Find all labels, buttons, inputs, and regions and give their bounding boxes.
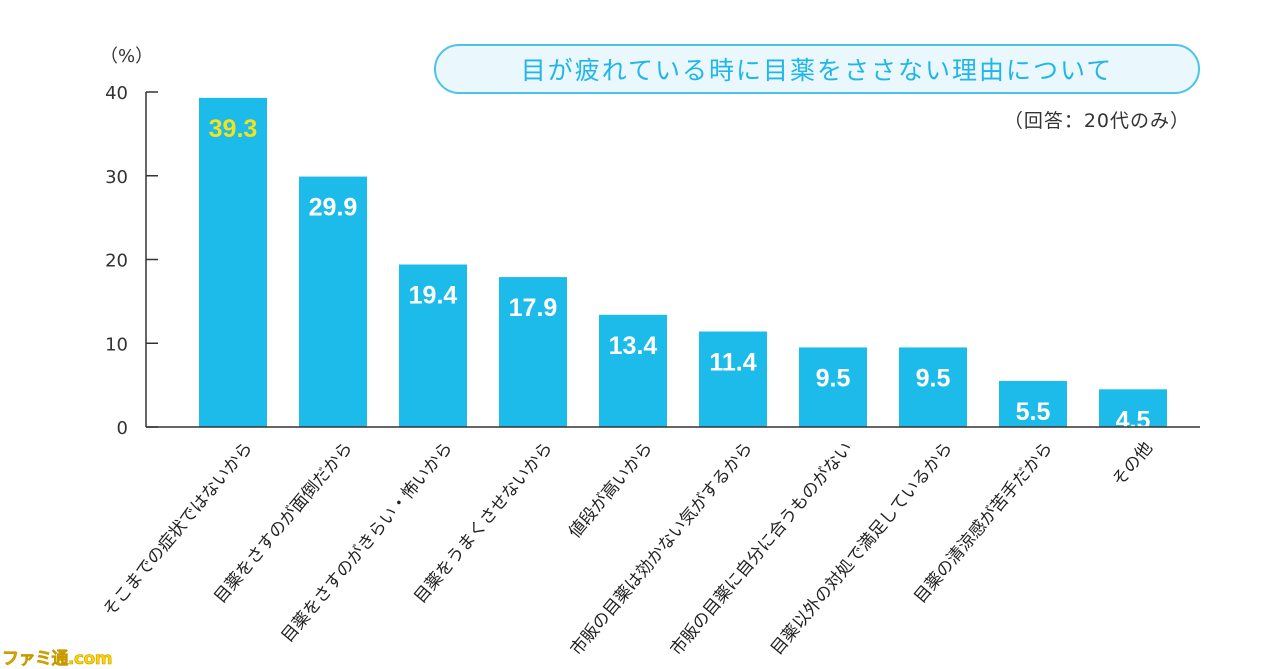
bar-value-label: 19.4 (409, 282, 458, 310)
bar (299, 176, 367, 427)
x-axis-labels: そこまでの症状ではないから目薬をさすのが面倒だから目薬をさすのがきらい・怖いから… (99, 438, 1156, 659)
category-label: 市販の目薬は効かない気がするから (567, 438, 757, 659)
bar (399, 264, 467, 427)
bar-value-label: 29.9 (309, 194, 358, 222)
y-tick-label: 30 (105, 167, 128, 188)
category-label: 目薬以外の対処で満足しているから (767, 438, 957, 659)
bar (199, 97, 267, 428)
bar (1099, 389, 1167, 427)
bars: 39.3 29.9 19.4 17.9 13.4 11.4 9.5 9.5 5.5 4.5 (199, 97, 1167, 434)
bar-value-label: 17.9 (509, 294, 558, 322)
watermark-logo: ファミ通.com (2, 649, 113, 669)
category-label: 市販の目薬に自分に合うものがない (667, 438, 857, 659)
bar-value-label: 9.5 (916, 364, 951, 392)
y-axis: 0 10 20 30 40 (105, 83, 158, 439)
bar-value-label: 9.5 (816, 364, 851, 392)
category-label: 目薬をさすのがきらい・怖いから (278, 438, 457, 646)
chart-subtitle: （回答：20代のみ） (1003, 110, 1190, 132)
y-tick-label: 40 (105, 83, 128, 104)
chart-title: 目が疲れている時に目薬をささない理由について (434, 44, 1200, 94)
bar (899, 347, 967, 427)
bar (799, 347, 867, 427)
y-tick-label: 20 (105, 251, 128, 272)
bar (499, 277, 567, 427)
bar (999, 380, 1067, 427)
bar (699, 331, 767, 427)
bar-value-label: 39.3 (209, 115, 258, 143)
bar (599, 314, 667, 427)
y-tick-label: 10 (105, 334, 128, 355)
bar-value-label: 4.5 (1116, 406, 1151, 434)
chart-title-text: 目が疲れている時に目薬をささない理由について (520, 56, 1114, 85)
y-tick-label: 0 (117, 418, 128, 439)
bar-value-label: 5.5 (1016, 398, 1051, 426)
category-label: その他 (1109, 438, 1157, 490)
bar-value-label: 11.4 (709, 349, 756, 377)
category-label: 値段が高いから (565, 438, 657, 542)
y-axis-unit: （%） (100, 46, 154, 67)
bar-value-label: 13.4 (609, 332, 658, 360)
